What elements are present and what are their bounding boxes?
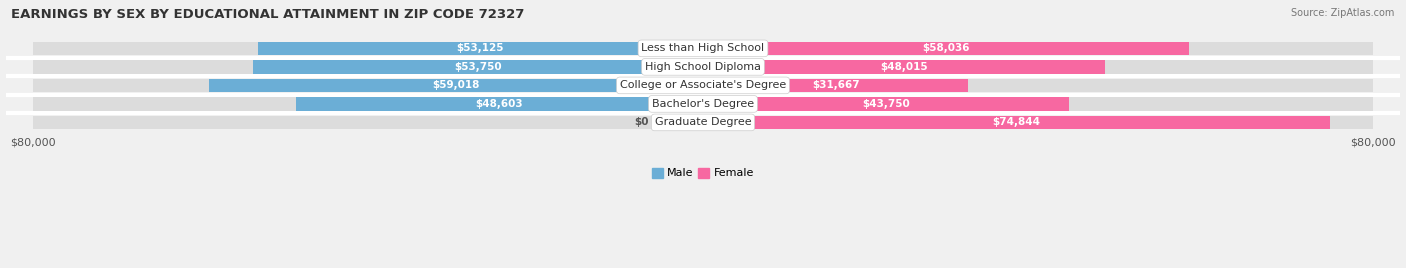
Text: High School Diploma: High School Diploma (645, 62, 761, 72)
Bar (703, 116, 1374, 129)
Text: Less than High School: Less than High School (641, 43, 765, 53)
Bar (703, 97, 1070, 111)
Bar (703, 79, 969, 92)
Text: $48,603: $48,603 (475, 99, 523, 109)
Text: Graduate Degree: Graduate Degree (655, 117, 751, 127)
Text: $74,844: $74,844 (993, 117, 1040, 127)
Bar (257, 42, 703, 55)
Bar (703, 60, 1374, 73)
Bar (703, 60, 1105, 73)
Text: Source: ZipAtlas.com: Source: ZipAtlas.com (1291, 8, 1395, 18)
Bar (661, 116, 703, 129)
Bar (32, 116, 703, 129)
Text: $53,125: $53,125 (457, 43, 505, 53)
Bar (703, 97, 1374, 111)
Bar (208, 79, 703, 92)
Legend: Male, Female: Male, Female (647, 163, 759, 183)
Text: $43,750: $43,750 (862, 99, 910, 109)
Bar (32, 42, 703, 55)
Text: EARNINGS BY SEX BY EDUCATIONAL ATTAINMENT IN ZIP CODE 72327: EARNINGS BY SEX BY EDUCATIONAL ATTAINMEN… (11, 8, 524, 21)
Bar (253, 60, 703, 73)
Bar (703, 116, 1330, 129)
Bar (32, 60, 703, 73)
Text: $48,015: $48,015 (880, 62, 928, 72)
Text: $58,036: $58,036 (922, 43, 970, 53)
Bar (32, 97, 703, 111)
Bar (703, 79, 1374, 92)
Text: $31,667: $31,667 (811, 80, 859, 90)
Text: Bachelor's Degree: Bachelor's Degree (652, 99, 754, 109)
Text: $53,750: $53,750 (454, 62, 502, 72)
Bar (703, 42, 1374, 55)
Bar (32, 79, 703, 92)
Text: College or Associate's Degree: College or Associate's Degree (620, 80, 786, 90)
Text: $0: $0 (634, 117, 648, 127)
Text: $59,018: $59,018 (432, 80, 479, 90)
Bar (295, 97, 703, 111)
Bar (703, 42, 1189, 55)
